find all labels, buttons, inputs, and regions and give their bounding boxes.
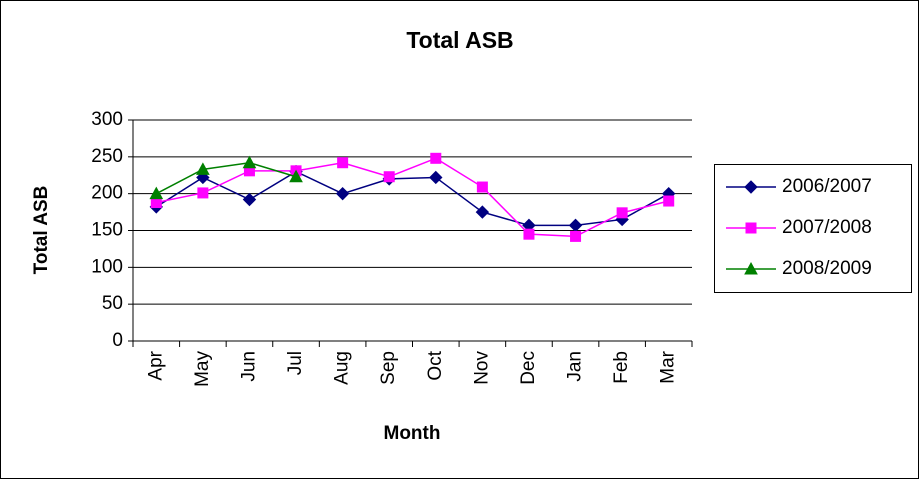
marker [429,170,443,185]
legend-label: 2007/2008 [782,217,872,238]
marker [289,169,303,183]
x-tick-label: Jul [285,351,306,375]
x-tick-label: Sep [378,351,399,385]
marker [744,180,758,194]
marker [242,155,257,169]
legend-label: 2008/2009 [782,258,872,279]
series-line [155,170,670,227]
marker [744,261,758,275]
marker [335,186,350,201]
x-tick-label: Aug [332,351,353,385]
marker [616,207,628,219]
series-line [156,157,669,238]
marker [242,192,257,207]
y-tick-label: 50 [102,293,123,314]
x-tick-label: Feb [611,351,632,384]
marker [430,152,442,164]
y-tick-label: 300 [91,109,123,130]
y-tick-label: 150 [91,220,123,241]
marker [476,181,488,193]
legend-label: 2006/2007 [782,176,872,197]
y-tick-label: 100 [91,256,123,277]
x-tick-label: Dec [518,351,539,385]
x-tick-label: Mar [658,350,679,383]
y-tick-label: 250 [91,146,123,167]
marker [196,162,210,175]
marker [745,222,757,234]
series-line [155,161,297,195]
marker [570,230,582,242]
x-axis-label: Month [384,423,441,444]
x-tick-label: Apr [145,350,166,380]
x-tick-label: Nov [471,351,492,385]
y-axis-label: Total ASB [31,186,52,275]
x-tick-label: Oct [425,350,446,380]
x-tick-label: Jan [565,351,586,382]
y-tick-label: 200 [91,183,123,204]
marker [475,205,490,219]
marker [383,171,395,183]
y-tick-label: 0 [112,330,123,351]
marker [149,186,164,200]
marker [663,195,675,207]
marker [337,157,349,169]
chart-title: Total ASB [406,27,513,53]
x-tick-label: Jun [238,351,259,382]
marker [523,228,535,240]
x-tick-label: May [192,351,213,387]
marker [197,187,209,199]
